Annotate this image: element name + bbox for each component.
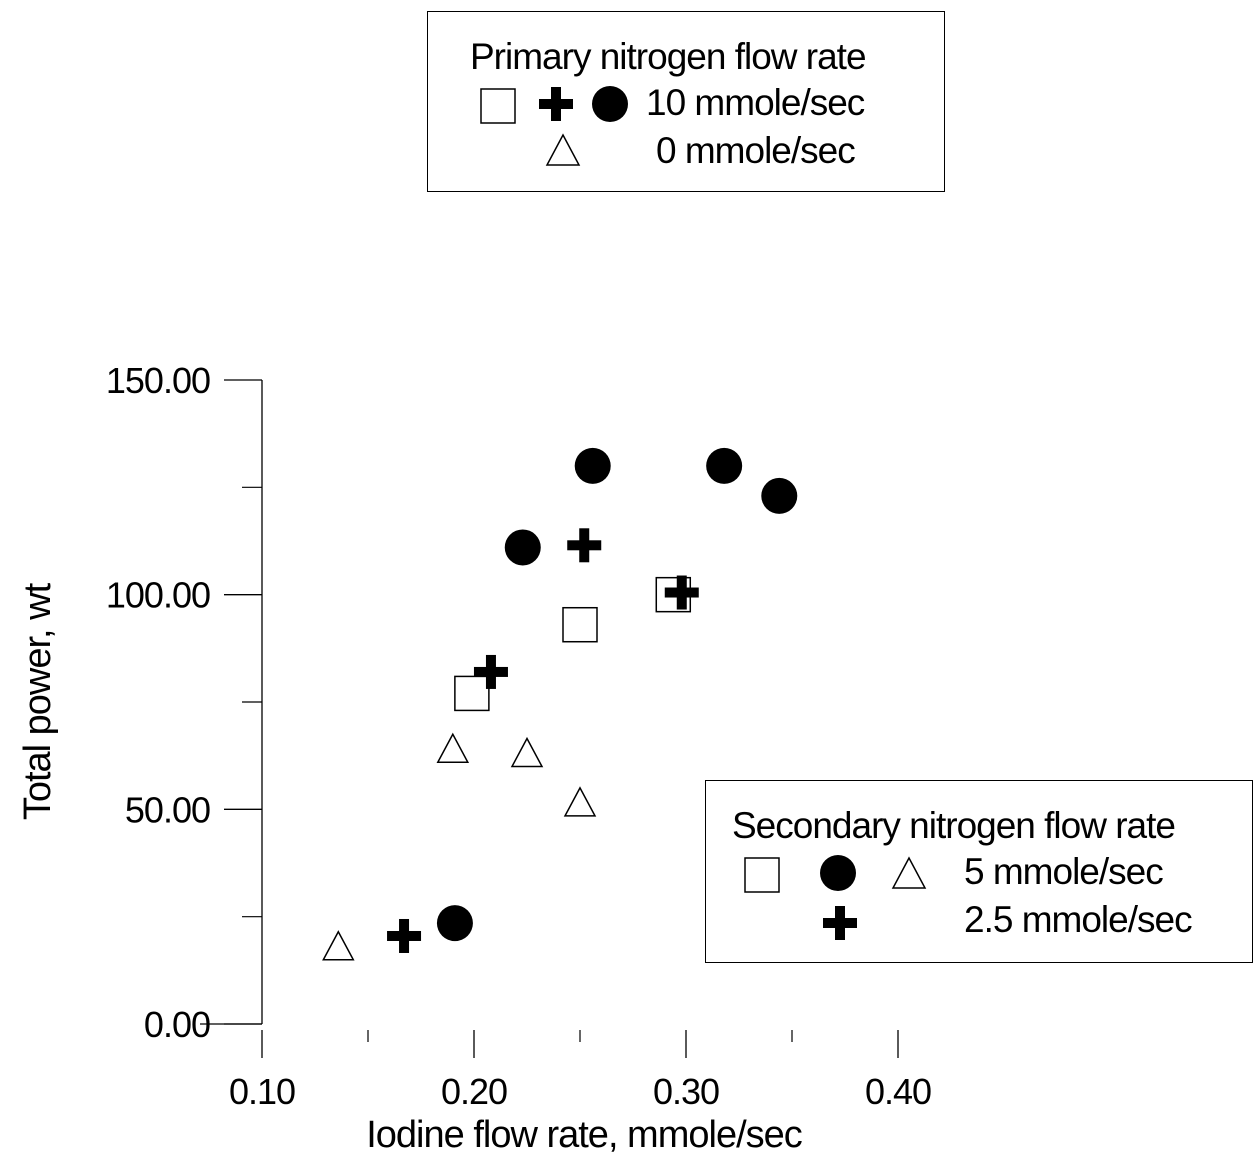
circle-marker-icon	[590, 84, 630, 124]
triangle-marker-icon	[544, 132, 582, 168]
y-tick-label: 100.00	[106, 575, 210, 616]
legend-secondary-row1-label: 5 mmole/sec	[964, 851, 1164, 892]
y-tick-label: 50.00	[125, 789, 210, 830]
plus-data-point	[664, 575, 699, 610]
x-axis-label: Iodine flow rate, mmole/sec	[366, 1114, 802, 1155]
plus-horizontal-bar	[387, 930, 422, 941]
legend-primary-title: Primary nitrogen flow rate	[470, 36, 867, 77]
plus-horizontal-bar	[567, 540, 602, 551]
circle-data-point	[706, 447, 743, 484]
circle-data-point	[574, 447, 611, 484]
x-tick-label: 0.40	[865, 1071, 931, 1112]
data-points	[322, 447, 798, 961]
square-marker-icon	[478, 86, 518, 126]
plus-data-point	[387, 918, 422, 953]
tick-labels: 0.00 50.00 100.00 150.00 0.10 0.20 0.30 0.40	[106, 360, 932, 1112]
y-axis-label: Total power, wt	[17, 582, 59, 820]
circle-data-point	[436, 905, 473, 942]
legend-primary-row2-label: 0 mmole/sec	[656, 130, 856, 171]
plus-data-point	[567, 528, 602, 563]
legend-secondary-row2-label: 2.5 mmole/sec	[964, 899, 1193, 940]
circle-marker-icon	[818, 853, 858, 893]
y-tick-label: 0.00	[144, 1004, 210, 1045]
plus-marker-icon	[536, 84, 576, 124]
x-tick-label: 0.30	[653, 1071, 719, 1112]
square-data-point	[562, 606, 598, 643]
plus-horizontal-bar	[664, 587, 699, 598]
legend-primary-nitrogen: Primary nitrogen flow rate 10 mmole/sec …	[427, 11, 945, 192]
plus-horizontal-bar	[473, 666, 508, 677]
y-tick-label: 150.00	[106, 360, 210, 401]
triangle-marker-icon	[890, 855, 928, 891]
x-tick-label: 0.20	[441, 1071, 507, 1112]
circle-data-point	[504, 529, 541, 566]
square-data-point	[454, 675, 490, 712]
legend-primary-row1-label: 10 mmole/sec	[646, 82, 865, 123]
square-marker-icon	[742, 855, 782, 895]
plus-marker-icon	[820, 903, 860, 943]
circle-data-point	[761, 477, 798, 514]
ticks	[224, 379, 899, 1058]
legend-secondary-nitrogen: Secondary nitrogen flow rate 5 mmole/sec…	[705, 780, 1253, 963]
x-tick-label: 0.10	[229, 1071, 295, 1112]
triangle-data-point	[563, 786, 597, 817]
triangle-data-point	[510, 736, 544, 768]
triangle-data-point	[436, 732, 470, 763]
triangle-data-point	[322, 930, 355, 961]
legend-secondary-title: Secondary nitrogen flow rate	[732, 805, 1176, 846]
plus-data-point	[473, 654, 508, 689]
